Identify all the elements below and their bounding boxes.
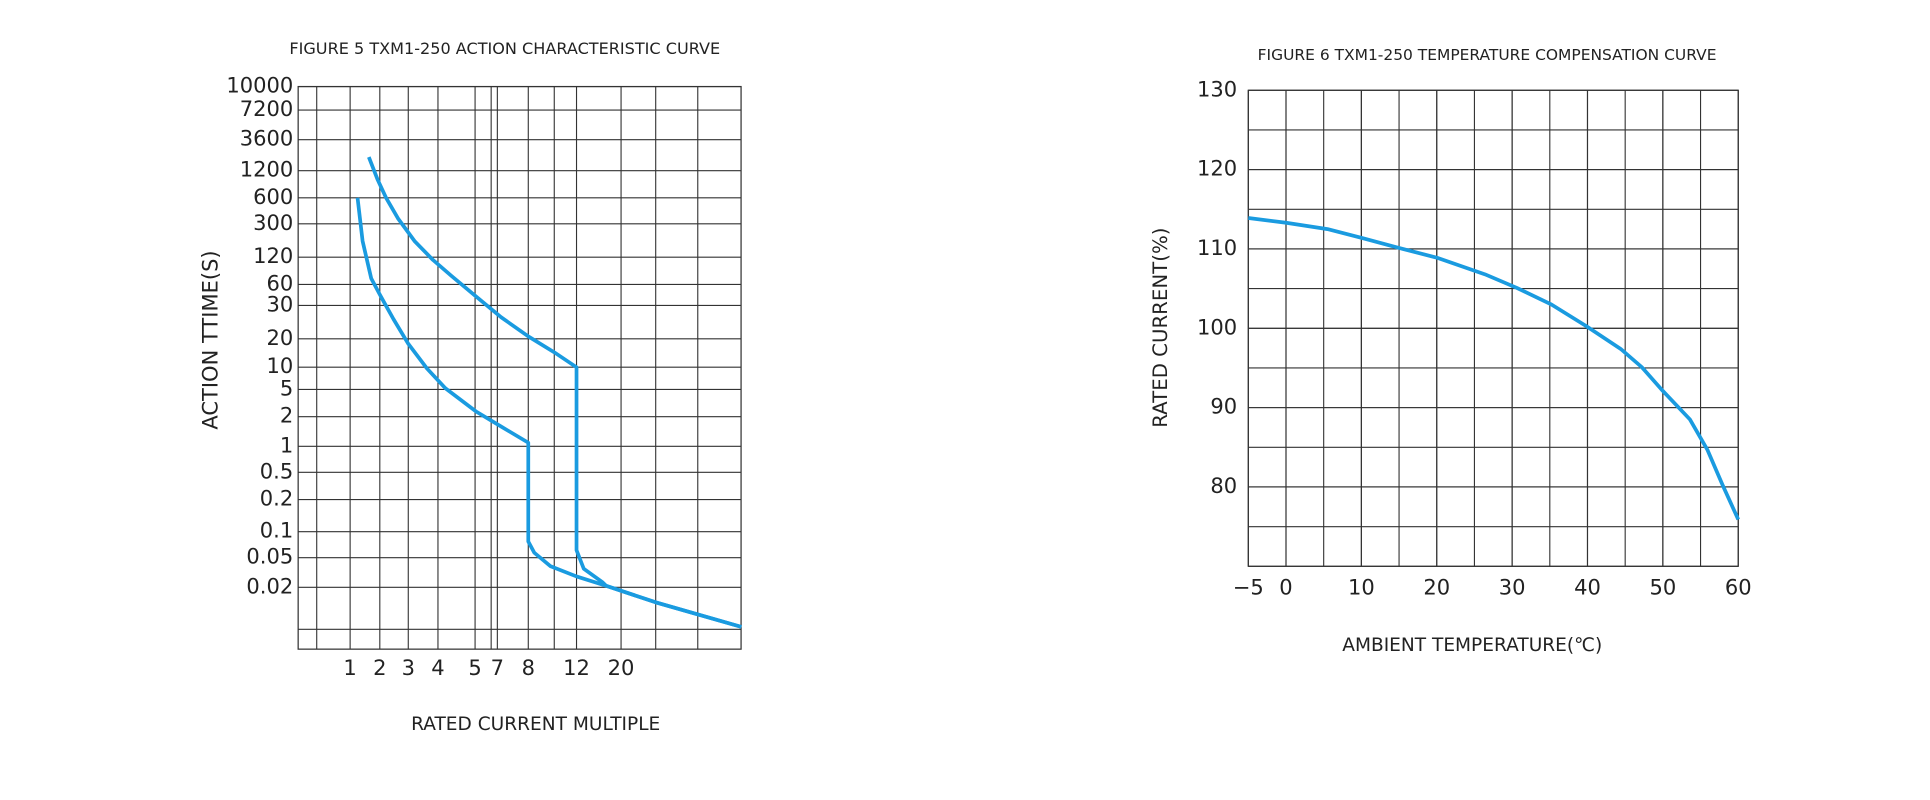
x-tick-label: 20: [1423, 575, 1450, 600]
x-tick-label: 10: [1348, 575, 1375, 600]
plot-frame: [1247, 89, 1739, 567]
y-tick-label: 3600: [240, 126, 293, 151]
y-tick-label: 0.2: [260, 486, 293, 511]
y-tick-label: 60: [266, 270, 293, 295]
y-tick-label: 0.1: [260, 518, 293, 543]
x-tick-label: 7: [491, 655, 504, 680]
x-tick-label: 1: [343, 655, 356, 680]
y-tick-label: 100: [1197, 314, 1237, 339]
chart-title: FIGURE 6 TXM1-250 TEMPERATURE COMPENSATI…: [1258, 46, 1717, 64]
x-tick-label: 4: [431, 655, 444, 680]
curve: [1248, 216, 1740, 521]
y-tick-label: 0.5: [260, 458, 293, 483]
x-tick-label: 50: [1649, 575, 1676, 600]
x-tick-label: 60: [1725, 575, 1752, 600]
x-tick-label: 12: [563, 655, 590, 680]
x-tick-label: 5: [468, 655, 481, 680]
x-tick-label: 2: [373, 655, 386, 680]
x-tick-label: 20: [608, 655, 635, 680]
y-axis-label: ACTION TTIME(S): [198, 250, 223, 429]
x-tick-label: 40: [1574, 575, 1601, 600]
y-tick-label: 600: [253, 184, 293, 209]
y-tick-label: 20: [266, 325, 293, 350]
y-tick-label: 110: [1197, 235, 1237, 260]
y-tick-label: 80: [1210, 473, 1237, 498]
x-tick-label: 30: [1499, 575, 1526, 600]
y-tick-label: 30: [266, 291, 293, 316]
x-tick-label: 3: [402, 655, 415, 680]
y-tick-label: 120: [1197, 156, 1237, 181]
y-tick-label: 5: [280, 375, 293, 400]
y-tick-label: 0.02: [246, 573, 293, 598]
chart-title: FIGURE 5 TXM1-250 ACTION CHARACTERISTIC …: [289, 39, 720, 58]
x-axis-label: AMBIENT TEMPERATURE(℃): [1342, 635, 1602, 656]
plot-frame: [297, 85, 742, 650]
y-tick-label: 0.05: [246, 544, 293, 569]
y-tick-label: 10000: [226, 73, 293, 98]
y-tick-label: 2: [280, 403, 293, 428]
y-axis-label: RATED CURRENT(%): [1149, 228, 1172, 428]
y-tick-label: 300: [253, 210, 293, 235]
x-axis-label: RATED CURRENT MULTIPLE: [411, 714, 660, 735]
x-tick-label: −5: [1233, 575, 1264, 600]
y-tick-label: 90: [1210, 394, 1237, 419]
y-tick-label: 7200: [240, 96, 293, 121]
x-tick-label: 8: [522, 655, 535, 680]
y-tick-label: 10: [266, 353, 293, 378]
curve: [355, 197, 742, 629]
y-tick-label: 120: [253, 243, 293, 268]
y-tick-label: 1: [280, 432, 293, 457]
y-tick-label: 130: [1197, 76, 1237, 101]
x-tick-label: 0: [1279, 575, 1292, 600]
y-tick-label: 1200: [240, 157, 293, 182]
curve: [367, 156, 742, 629]
